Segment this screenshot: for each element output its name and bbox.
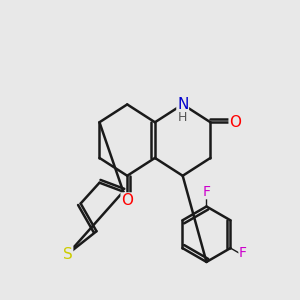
Text: S: S: [63, 247, 73, 262]
Text: F: F: [239, 246, 247, 260]
Text: O: O: [121, 193, 133, 208]
Text: F: F: [202, 184, 211, 199]
Text: H: H: [178, 111, 188, 124]
Text: N: N: [177, 97, 188, 112]
Text: O: O: [229, 115, 241, 130]
